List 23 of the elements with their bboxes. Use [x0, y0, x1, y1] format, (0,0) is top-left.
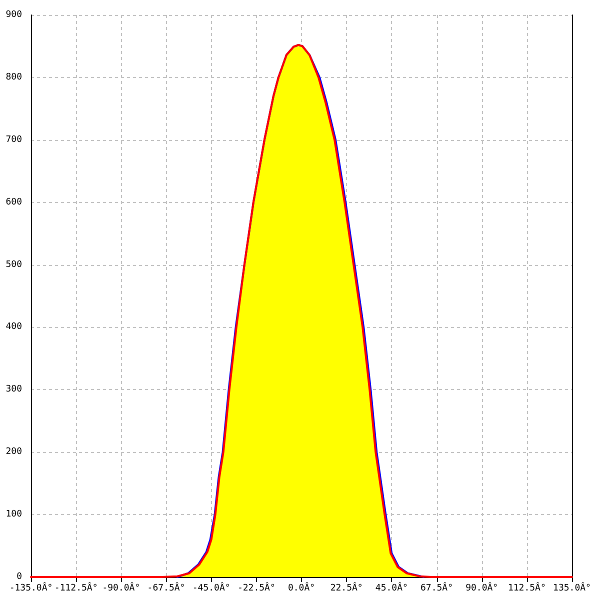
y-tick-label: 500 — [6, 260, 22, 270]
x-tick-label: -22.5Â° — [237, 582, 276, 594]
x-tick-label: 22.5Â° — [330, 582, 363, 594]
x-tick-label: 67.5Â° — [420, 582, 454, 594]
x-tick-label: -67.5Â° — [147, 582, 186, 594]
x-tick-label: 90.0Â° — [466, 582, 498, 594]
x-tick-label: 112.5Â° — [508, 582, 546, 594]
y-tick-label: 0 — [16, 572, 22, 582]
y-tick-label: 800 — [6, 72, 22, 82]
y-tick-label: 400 — [6, 322, 22, 332]
x-tick-label: -45.0Â° — [192, 582, 230, 594]
y-tick-label: 900 — [6, 10, 22, 20]
x-tick-label: 135.0Â° — [553, 582, 591, 594]
x-tick-label: 45.0Â° — [375, 582, 408, 594]
y-tick-label: 300 — [6, 384, 22, 395]
y-tick-label: 100 — [6, 510, 22, 520]
x-tick-label: -112.5Â° — [54, 582, 98, 594]
x-tick-label: -135.0Â° — [9, 582, 53, 594]
y-tick-label: 700 — [6, 134, 22, 145]
y-tick-label: 200 — [6, 447, 22, 458]
x-tick-label: -90.0Â° — [102, 582, 140, 594]
y-tick-label: 600 — [6, 197, 22, 208]
x-tick-label: 0.0Â° — [288, 582, 316, 594]
